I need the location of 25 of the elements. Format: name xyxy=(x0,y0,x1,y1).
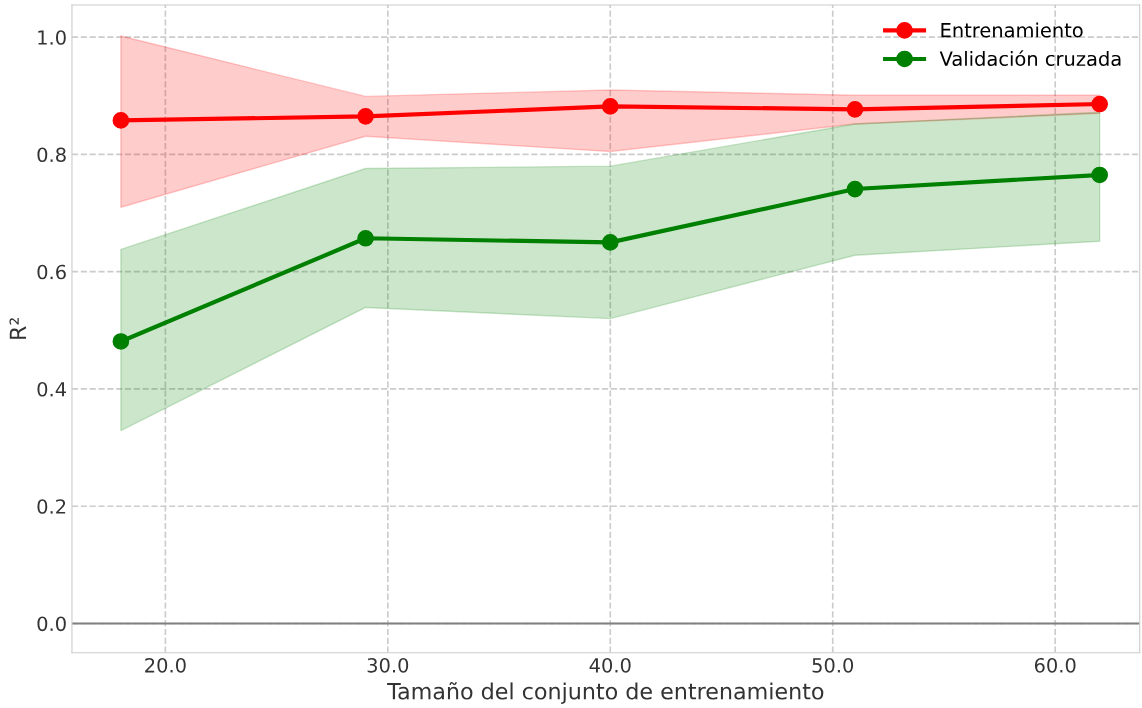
point xyxy=(1091,95,1109,113)
legend-label: Entrenamiento xyxy=(941,22,1083,38)
y-axis-title: R² xyxy=(9,318,26,339)
y-tick-label: 0.8 xyxy=(37,147,66,163)
point xyxy=(112,112,130,129)
x-tick-label: 40.0 xyxy=(589,657,631,673)
point xyxy=(357,108,374,125)
point xyxy=(846,180,864,198)
x-tick-label: 50.0 xyxy=(812,657,854,673)
x-tick-label: 20.0 xyxy=(145,657,186,673)
y-tick-label: 0.6 xyxy=(37,264,66,280)
point xyxy=(1091,166,1109,184)
y-tick-label: 0.2 xyxy=(37,499,66,514)
y-tick-label: 0.4 xyxy=(37,381,66,397)
y-tick-label: 0.0 xyxy=(37,616,66,632)
x-axis-title: Tamaño del conjunto de entrenamiento xyxy=(387,682,824,704)
legend-label: Validación cruzada xyxy=(939,50,1121,67)
y-tick-label: 1.0 xyxy=(38,30,66,45)
point xyxy=(357,229,374,247)
point xyxy=(601,234,619,251)
x-tick-label: 60.0 xyxy=(1034,657,1076,673)
point xyxy=(846,100,864,118)
x-tick-label: 30.0 xyxy=(367,657,409,673)
point xyxy=(601,98,619,115)
point xyxy=(112,333,130,350)
